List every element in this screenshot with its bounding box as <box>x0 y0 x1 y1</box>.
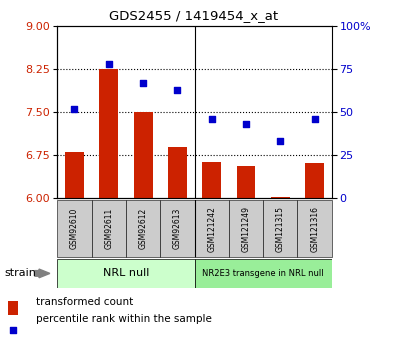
Bar <box>126 200 160 257</box>
Text: GSM121315: GSM121315 <box>276 206 285 252</box>
Bar <box>57 259 195 288</box>
Text: GSM121316: GSM121316 <box>310 206 319 252</box>
Bar <box>195 259 332 288</box>
Point <box>140 80 146 86</box>
Bar <box>297 200 332 257</box>
Bar <box>92 200 126 257</box>
Text: transformed count: transformed count <box>36 297 133 307</box>
Text: NRL null: NRL null <box>103 268 149 278</box>
Bar <box>134 112 152 198</box>
Point <box>312 116 318 122</box>
Bar <box>229 200 263 257</box>
Text: GSM92611: GSM92611 <box>104 208 113 249</box>
Point <box>243 121 249 127</box>
Point <box>209 116 215 122</box>
Text: GDS2455 / 1419454_x_at: GDS2455 / 1419454_x_at <box>109 9 278 22</box>
Text: GSM121249: GSM121249 <box>241 206 250 252</box>
Text: GSM121242: GSM121242 <box>207 206 216 252</box>
Bar <box>237 166 256 198</box>
Text: GSM92612: GSM92612 <box>139 208 148 249</box>
Point <box>71 106 77 111</box>
Bar <box>202 162 221 198</box>
FancyArrow shape <box>35 269 50 278</box>
Bar <box>305 163 324 198</box>
Bar <box>263 200 297 257</box>
Bar <box>195 200 229 257</box>
Bar <box>160 200 195 257</box>
Text: strain: strain <box>4 268 36 278</box>
Point <box>277 139 284 144</box>
Bar <box>8 301 18 315</box>
Bar <box>271 197 290 198</box>
Text: GSM92613: GSM92613 <box>173 208 182 249</box>
Bar <box>99 69 118 198</box>
Point <box>10 327 16 333</box>
Point <box>174 87 181 92</box>
Text: GSM92610: GSM92610 <box>70 208 79 249</box>
Point <box>105 61 112 67</box>
Text: percentile rank within the sample: percentile rank within the sample <box>36 314 211 324</box>
Bar <box>57 200 92 257</box>
Bar <box>168 147 187 198</box>
Bar <box>65 152 84 198</box>
Text: NR2E3 transgene in NRL null: NR2E3 transgene in NRL null <box>202 269 324 278</box>
